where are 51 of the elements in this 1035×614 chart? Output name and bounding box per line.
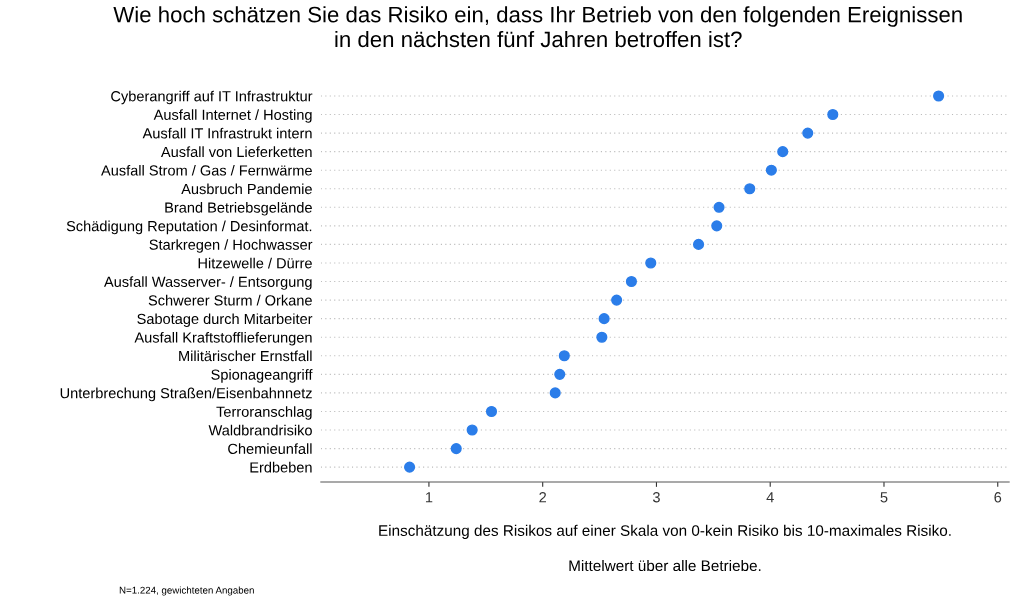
chart-title: Wie hoch schätzen Sie das Risiko ein, dass Ihr Betrieb von den folgenden Ereignissen in den nächsten fünf Jahren betroffen ist? — [113, 6, 962, 48]
text: N=1.224, gewichteten Angaben — [119, 586, 254, 596]
point — [549, 387, 561, 399]
point — [933, 90, 945, 102]
point — [554, 368, 566, 380]
y-tick-label: Starkregen / Hochwasser — [149, 239, 313, 253]
point — [765, 164, 777, 176]
y-tick-label: Schädigung Reputation / Desinformat. — [66, 220, 312, 235]
y-tick-label: Chemieunfall — [228, 443, 312, 455]
y-tick-label: Waldbrandrisiko — [208, 424, 312, 436]
y-tick-label: Militärischer Ernstfall — [179, 350, 312, 362]
x-tick-label: 5 — [880, 492, 888, 503]
y-tick-label: Ausfall Internet / Hosting — [153, 109, 312, 123]
y-tick-label: Unterbrechung Straßen/Eisenbahnnetz — [60, 387, 312, 402]
point — [744, 183, 756, 195]
y-tick-label: Brand Betriebsgelände — [165, 202, 312, 216]
y-tick-label: Ausfall IT Infrastrukt intern — [142, 127, 312, 139]
point — [713, 201, 725, 213]
y-tick-label: Cyberangriff auf IT Infrastruktur — [111, 90, 313, 105]
point — [466, 424, 478, 436]
y-tick-label: Ausfall Wasserver- / Entsorgung — [104, 276, 312, 290]
y-tick-label: Spionageangriff — [211, 369, 313, 383]
point — [711, 220, 723, 232]
y-tick-label: Ausbruch Pandemie — [181, 183, 312, 195]
point — [777, 146, 789, 158]
y-tick-label: Erdbeben — [250, 461, 312, 473]
point — [802, 127, 814, 139]
x-tick-label: 3 — [652, 492, 660, 503]
point — [450, 443, 462, 455]
x-tick-label: 1 — [425, 492, 433, 503]
y-tick-label: Ausfall von Lieferketten — [160, 146, 312, 158]
y-tick-label: Ausfall Strom / Gas / Fernwärme — [101, 164, 312, 176]
x-tick-label: 4 — [766, 492, 774, 503]
point — [611, 294, 623, 306]
point — [692, 238, 705, 250]
point — [598, 313, 610, 325]
point — [404, 461, 416, 473]
y-tick-label: Sabotage durch Mitarbeiter — [137, 313, 313, 327]
point — [645, 257, 657, 269]
point — [558, 350, 570, 362]
y-tick-label: Terroranschlag — [216, 406, 312, 420]
point — [625, 275, 637, 288]
point — [596, 331, 608, 343]
y-tick-label: Hitzewelle / Dürre — [198, 257, 312, 269]
x-tick-label: 6 — [994, 492, 1002, 503]
y-tick-label: Schwerer Sturm / Orkane — [148, 294, 312, 306]
text: Einschätzung des Risikos auf einer Skala von 0-kein Risiko bis 10-maximales Risiko. Mittelwert über alle Betriebe. — [379, 524, 951, 572]
point — [485, 405, 498, 418]
x-tick-label: 2 — [539, 492, 547, 503]
y-tick-label: Ausfall Kraftstofflieferungen — [134, 331, 312, 346]
point — [827, 108, 839, 121]
